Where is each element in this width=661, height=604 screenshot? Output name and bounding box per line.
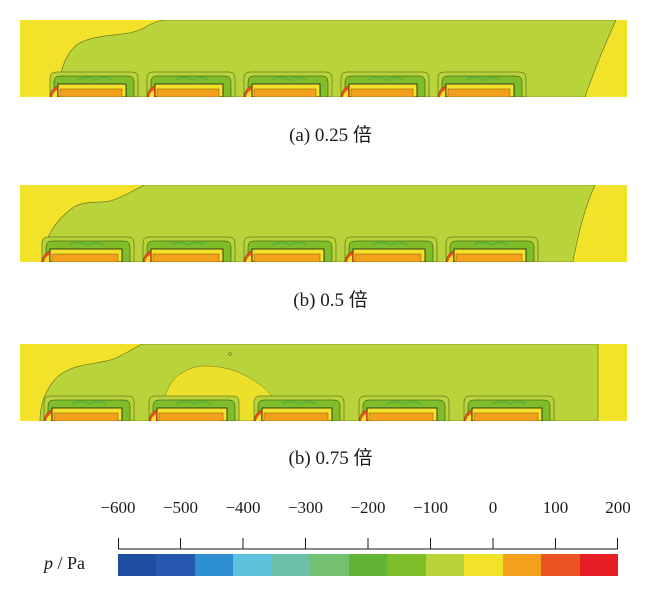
- colorbar-tick-labels: −600 −500 −400 −300 −200 −100 0 100 200: [100, 498, 630, 548]
- vehicle-pressure-zone: [41, 236, 135, 262]
- caption-c: (b) 0.75 倍: [288, 448, 373, 469]
- contour-panel-b: [20, 185, 627, 262]
- colorbar-swatch: [310, 554, 349, 576]
- vehicle-pressure-zone: [344, 236, 438, 262]
- vehicle-pressure-zone: [243, 71, 333, 97]
- colorbar-swatch: [271, 554, 311, 576]
- colorbar-tick-label: 200: [605, 498, 631, 517]
- vehicle-pressure-zone: [358, 395, 450, 421]
- colorbar-tick-label: −400: [225, 498, 261, 517]
- colorbar-swatch: [541, 554, 580, 576]
- colorbar-swatch: [348, 554, 388, 576]
- contour-plot-b: [20, 185, 627, 262]
- vehicle-pressure-zone: [340, 71, 430, 97]
- colorbar-axis: [118, 538, 618, 550]
- colorbar-tick-label: 0: [488, 498, 498, 517]
- caption-a: (a) 0.25 倍: [289, 125, 372, 146]
- colorbar-swatch: [156, 554, 195, 576]
- vehicle-pressure-zone: [146, 71, 236, 97]
- colorbar-variable: p: [44, 553, 53, 573]
- colorbar-swatch: [387, 554, 426, 576]
- vehicle-pressure-zone: [243, 236, 337, 262]
- colorbar-tick-label: −200: [350, 498, 386, 517]
- colorbar-swatch: [233, 554, 272, 576]
- colorbar-swatch: [579, 554, 619, 576]
- contour-plot-c: [20, 344, 627, 421]
- contour-panel-a: [20, 20, 627, 97]
- colorbar-tick-label: −500: [162, 498, 199, 517]
- vehicle-pressure-zone: [445, 236, 539, 262]
- colorbar-tick-label: −100: [412, 498, 449, 517]
- vehicle-row-a: [49, 71, 527, 97]
- colorbar-tick-label: 100: [542, 498, 569, 517]
- vehicle-pressure-zone: [463, 395, 555, 421]
- vehicle-pressure-zone: [49, 71, 139, 97]
- colorbar-tick-label: −300: [287, 498, 324, 517]
- contour-plot-a: [20, 20, 627, 97]
- vehicle-pressure-zone: [142, 236, 236, 262]
- vehicle-pressure-zone: [437, 71, 527, 97]
- colorbar-swatch: [425, 554, 465, 576]
- colorbar-label: p / Pa: [44, 553, 86, 573]
- vehicle-row-b: [41, 236, 539, 262]
- colorbar-tick-label: −600: [100, 498, 136, 517]
- vehicle-pressure-zone: [43, 395, 135, 421]
- colorbar-swatch: [118, 554, 157, 576]
- colorbar-unit: Pa: [67, 553, 86, 573]
- colorbar-swatch: [194, 554, 234, 576]
- vehicle-row-c: [43, 395, 555, 421]
- contour-panel-c: [20, 344, 627, 421]
- vehicle-pressure-zone: [253, 395, 345, 421]
- vehicle-pressure-zone: [148, 395, 240, 421]
- colorbar-swatch: [464, 554, 503, 576]
- colorbar-swatch: [502, 554, 542, 576]
- caption-b: (b) 0.5 倍: [293, 290, 368, 311]
- colorbar: [118, 554, 619, 576]
